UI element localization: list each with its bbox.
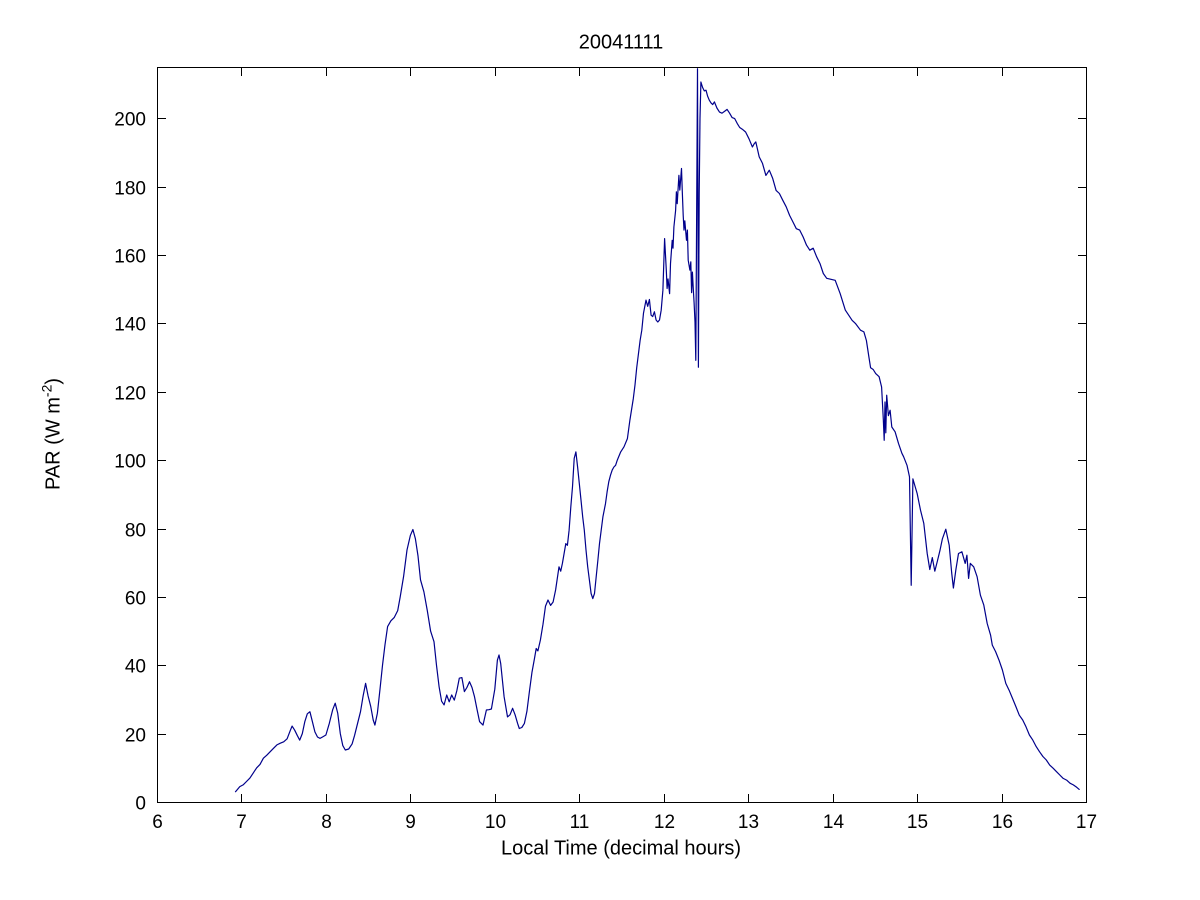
x-tick-label: 15 [907, 812, 928, 833]
x-axis-label: Local Time (decimal hours) [500, 837, 742, 860]
x-tick-label: 7 [236, 812, 247, 833]
x-tick-label: 16 [992, 812, 1013, 833]
y-tick-label: 180 [114, 179, 146, 200]
x-tick-label: 12 [654, 812, 675, 833]
y-axis-label-main: PAR (W m [42, 397, 65, 491]
data-line [234, 68, 1080, 793]
x-tick-label: 6 [152, 812, 163, 833]
x-tick-label: 14 [823, 812, 845, 833]
y-tick-label: 0 [135, 794, 146, 815]
y-tick-label: 140 [114, 315, 146, 336]
y-tick-label: 20 [125, 726, 146, 747]
y-axis-label-exponent: -2 [38, 384, 55, 398]
y-axis-label-close: ) [42, 377, 65, 385]
y-tick-label: 80 [125, 521, 146, 542]
x-tick-label: 13 [738, 812, 759, 833]
y-tick-label: 160 [114, 247, 146, 268]
y-axis-label: PAR (W m-2) [39, 378, 66, 490]
y-tick-label: 200 [114, 110, 146, 131]
y-tick-label: 60 [125, 589, 146, 610]
x-tick-label: 10 [485, 812, 506, 833]
chart-title: 20041111 [578, 31, 664, 54]
x-tick-label: 8 [321, 812, 332, 833]
y-tick-label: 40 [125, 657, 146, 678]
x-tick-label: 9 [405, 812, 416, 833]
x-tick-label: 11 [570, 812, 590, 833]
y-tick-label: 120 [114, 384, 146, 405]
axes-box [157, 67, 1087, 803]
x-tick-label: 17 [1076, 812, 1097, 833]
y-tick-label: 100 [114, 452, 146, 473]
